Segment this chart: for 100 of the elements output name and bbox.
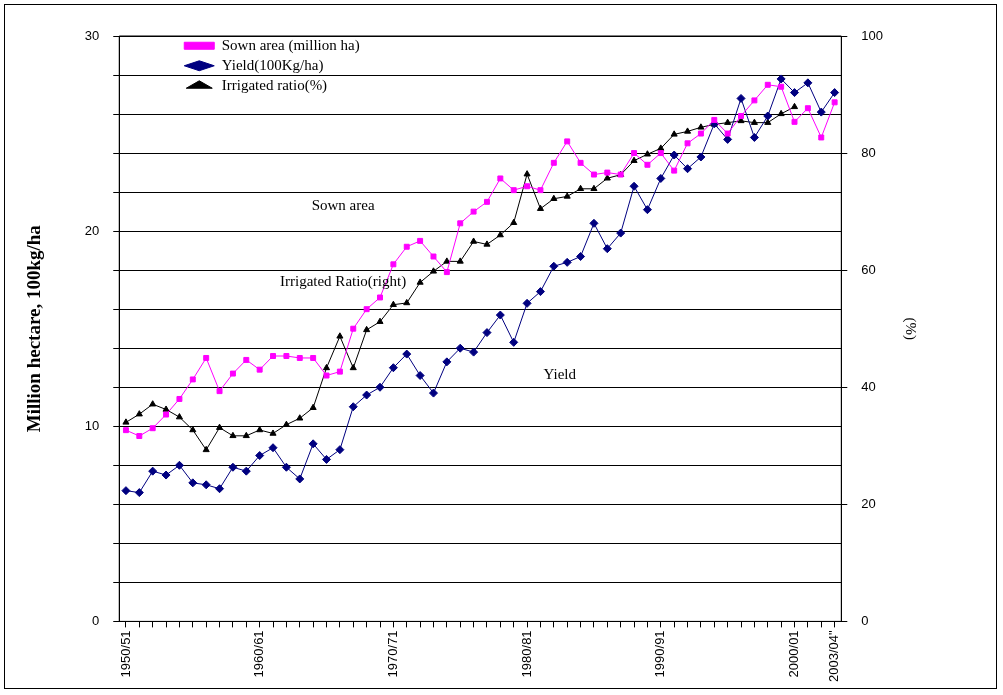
point [122, 427, 129, 434]
point [510, 187, 517, 194]
point [390, 261, 397, 268]
point [162, 405, 170, 412]
y-tick-label: 10 [84, 417, 100, 433]
point [176, 395, 183, 402]
point [310, 354, 317, 361]
point [523, 170, 531, 177]
annotation: Yield [543, 366, 577, 383]
point [336, 332, 344, 339]
point [216, 423, 224, 430]
point [790, 88, 800, 98]
point [631, 150, 638, 157]
point [163, 411, 170, 418]
point [764, 118, 772, 125]
point [415, 371, 425, 381]
annotation: Irrigated Ratio(right) [279, 272, 407, 290]
point [562, 257, 572, 267]
point [629, 181, 639, 191]
point [469, 347, 479, 357]
point [243, 356, 250, 363]
annotation: Sown area [311, 196, 375, 213]
point [417, 237, 424, 244]
point [603, 174, 611, 181]
point [323, 372, 330, 379]
point [362, 390, 372, 400]
point [738, 113, 744, 119]
point [590, 171, 597, 178]
point [296, 414, 304, 421]
point [242, 431, 250, 439]
y2-tick-label: 40 [861, 378, 876, 394]
point [241, 466, 251, 476]
point [149, 400, 157, 407]
point [684, 140, 691, 147]
point [563, 192, 571, 199]
point [643, 150, 651, 157]
y2-tick-label: 80 [861, 144, 876, 160]
point [483, 240, 491, 247]
point [509, 337, 519, 347]
point [550, 159, 557, 166]
point [174, 460, 184, 470]
point [456, 257, 464, 264]
point [269, 429, 277, 436]
point [228, 462, 238, 472]
point [604, 169, 611, 176]
point [296, 354, 303, 361]
point [135, 410, 143, 417]
point [161, 470, 171, 480]
point [377, 294, 383, 301]
point [696, 152, 706, 162]
point [470, 237, 478, 244]
point [496, 231, 504, 238]
y-axis-title: Million hectare, 100kg/ha [23, 224, 45, 433]
point [751, 97, 758, 104]
point [777, 109, 785, 117]
point [175, 413, 183, 420]
point [497, 175, 504, 182]
point [642, 205, 652, 215]
point [656, 173, 666, 183]
point [484, 198, 490, 205]
point [657, 150, 664, 157]
point [443, 269, 450, 276]
point [764, 81, 771, 88]
point [268, 443, 278, 453]
point [348, 402, 358, 412]
point [203, 354, 210, 361]
point [256, 366, 263, 373]
point [522, 298, 532, 308]
point [736, 93, 746, 103]
point [670, 130, 678, 137]
point [201, 480, 211, 490]
point [149, 425, 156, 432]
point [577, 184, 585, 192]
point [335, 445, 345, 455]
point [202, 445, 210, 453]
point [229, 431, 237, 439]
point [189, 376, 196, 383]
point [216, 388, 223, 395]
point [644, 161, 651, 168]
point [818, 134, 825, 141]
point [549, 261, 559, 271]
point [349, 363, 357, 371]
point [495, 310, 505, 320]
point [270, 353, 277, 359]
y-tick-label: 0 [92, 612, 100, 628]
point [724, 118, 732, 125]
point [711, 116, 718, 123]
x-tick-label: 1990/91 [652, 630, 668, 678]
point [295, 474, 305, 484]
point [429, 267, 438, 274]
point [576, 252, 586, 261]
point [616, 228, 626, 238]
point [134, 488, 144, 498]
point [671, 167, 678, 174]
y2-tick-label: 20 [861, 495, 876, 511]
point [309, 403, 317, 410]
point [416, 278, 424, 285]
point [322, 363, 331, 371]
x-tick-label: 2000/01 [786, 630, 802, 678]
point [457, 220, 464, 227]
